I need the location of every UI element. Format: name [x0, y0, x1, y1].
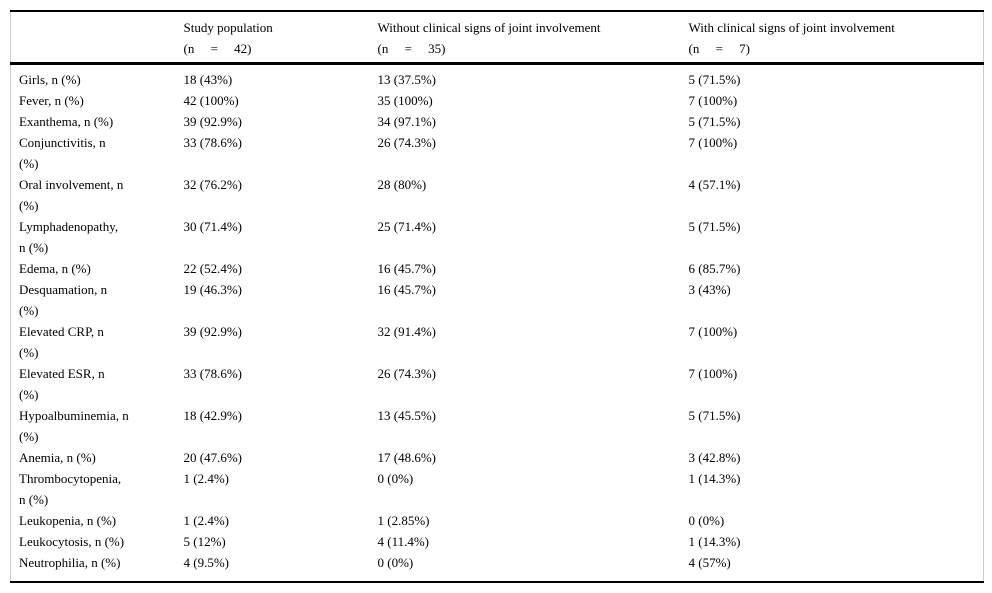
row-label: Edema, n (%)	[19, 261, 91, 276]
table-row-edema: Edema, n (%) 22 (52.4%) 16 (45.7%) 6 (85…	[11, 258, 984, 279]
row-label: Lymphadenopathy, n (%)	[19, 219, 119, 255]
header-without-joint-involvement: Without clinical signs of joint involvem…	[369, 11, 681, 65]
cell-with-signs: 0 (0%)	[688, 513, 725, 528]
cell-with-signs: 5 (71.5%)	[688, 72, 741, 87]
cell-study-population: 39 (92.9%)	[183, 324, 243, 339]
row-label: Thrombocytopenia, n (%)	[19, 471, 122, 507]
clinical-table-container: Study population (n = 42) Without clinic…	[10, 10, 984, 583]
table-row-thrombocytopenia: Thrombocytopenia, n (%) 1 (2.4%) 0 (0%) …	[11, 468, 984, 510]
cell-study-population: 33 (78.6%)	[183, 135, 243, 150]
cell-with-signs: 7 (100%)	[688, 135, 738, 150]
cell-with-signs: 5 (71.5%)	[688, 408, 741, 423]
cell-without-signs: 13 (37.5%)	[377, 72, 437, 87]
cell-with-signs: 1 (14.3%)	[688, 534, 741, 549]
table-row-conjunctivitis: Conjunctivitis, n (%) 33 (78.6%) 26 (74.…	[11, 132, 984, 174]
row-label: Oral involvement, n (%)	[19, 177, 124, 213]
cell-with-signs: 3 (43%)	[688, 282, 731, 297]
row-label: Elevated ESR, n (%)	[19, 366, 105, 402]
cell-study-population: 5 (12%)	[183, 534, 226, 549]
cell-with-signs: 7 (100%)	[688, 93, 738, 108]
header-study-population: Study population (n = 42)	[175, 11, 370, 65]
cell-study-population: 18 (42.9%)	[183, 408, 243, 423]
header-row-label-column	[10, 11, 176, 65]
table-row-neutrophilia: Neutrophilia, n (%) 4 (9.5%) 0 (0%) 4 (5…	[11, 552, 984, 582]
table-row-elevated-esr: Elevated ESR, n (%) 33 (78.6%) 26 (74.3%…	[11, 363, 984, 405]
cell-study-population: 30 (71.4%)	[183, 219, 243, 234]
header-with-joint-involvement: With clinical signs of joint involvement…	[680, 11, 984, 65]
cell-without-signs: 32 (91.4%)	[377, 324, 437, 339]
cell-study-population: 39 (92.9%)	[183, 114, 243, 129]
cell-without-signs: 0 (0%)	[377, 471, 414, 486]
table-row-elevated-crp: Elevated CRP, n (%) 39 (92.9%) 32 (91.4%…	[11, 321, 984, 363]
cell-with-signs: 7 (100%)	[688, 366, 738, 381]
cell-with-signs: 3 (42.8%)	[688, 450, 741, 465]
table-row-anemia: Anemia, n (%) 20 (47.6%) 17 (48.6%) 3 (4…	[11, 447, 984, 468]
table-row-lymphadenopathy: Lymphadenopathy, n (%) 30 (71.4%) 25 (71…	[11, 216, 984, 258]
cell-without-signs: 4 (11.4%)	[377, 534, 430, 549]
cell-with-signs: 5 (71.5%)	[688, 219, 741, 234]
cell-without-signs: 28 (80%)	[377, 177, 427, 192]
cell-without-signs: 25 (71.4%)	[377, 219, 437, 234]
cell-study-population: 1 (2.4%)	[183, 513, 230, 528]
cell-study-population: 19 (46.3%)	[183, 282, 243, 297]
cell-without-signs: 26 (74.3%)	[377, 135, 437, 150]
cell-study-population: 18 (43%)	[183, 72, 233, 87]
row-label: Conjunctivitis, n (%)	[19, 135, 106, 171]
row-label: Leukopenia, n (%)	[19, 513, 117, 528]
table-row-girls: Girls, n (%) 18 (43%) 13 (37.5%) 5 (71.5…	[11, 64, 984, 91]
header-row: Study population (n = 42) Without clinic…	[10, 11, 984, 65]
table-row-leukocytosis: Leukocytosis, n (%) 5 (12%) 4 (11.4%) 1 …	[11, 531, 984, 552]
table-row-desquamation: Desquamation, n (%) 19 (46.3%) 16 (45.7%…	[11, 279, 984, 321]
clinical-characteristics-table: Study population (n = 42) Without clinic…	[10, 10, 984, 583]
cell-study-population: 22 (52.4%)	[183, 261, 243, 276]
cell-with-signs: 7 (100%)	[688, 324, 738, 339]
row-label: Desquamation, n (%)	[19, 282, 108, 318]
table-row-fever: Fever, n (%) 42 (100%) 35 (100%) 7 (100%…	[11, 90, 984, 111]
row-label: Fever, n (%)	[19, 93, 84, 108]
cell-study-population: 32 (76.2%)	[183, 177, 243, 192]
cell-study-population: 20 (47.6%)	[183, 450, 243, 465]
cell-study-population: 42 (100%)	[183, 93, 239, 108]
cell-without-signs: 35 (100%)	[377, 93, 433, 108]
cell-without-signs: 0 (0%)	[377, 555, 414, 570]
row-label: Anemia, n (%)	[19, 450, 96, 465]
table-row-exanthema: Exanthema, n (%) 39 (92.9%) 34 (97.1%) 5…	[11, 111, 984, 132]
cell-without-signs: 1 (2.85%)	[377, 513, 430, 528]
table-row-hypoalbuminemia: Hypoalbuminemia, n (%) 18 (42.9%) 13 (45…	[11, 405, 984, 447]
table-row-oral-involvement: Oral involvement, n (%) 32 (76.2%) 28 (8…	[11, 174, 984, 216]
cell-without-signs: 26 (74.3%)	[377, 366, 437, 381]
cell-with-signs: 6 (85.7%)	[688, 261, 741, 276]
cell-with-signs: 1 (14.3%)	[688, 471, 741, 486]
row-label: Exanthema, n (%)	[19, 114, 114, 129]
row-label: Girls, n (%)	[19, 72, 81, 87]
cell-with-signs: 4 (57%)	[688, 555, 731, 570]
row-label: Leukocytosis, n (%)	[19, 534, 125, 549]
cell-without-signs: 16 (45.7%)	[377, 282, 437, 297]
cell-without-signs: 16 (45.7%)	[377, 261, 437, 276]
cell-without-signs: 17 (48.6%)	[377, 450, 437, 465]
row-label: Elevated CRP, n (%)	[19, 324, 104, 360]
cell-without-signs: 13 (45.5%)	[377, 408, 437, 423]
cell-study-population: 4 (9.5%)	[183, 555, 230, 570]
cell-without-signs: 34 (97.1%)	[377, 114, 437, 129]
cell-with-signs: 5 (71.5%)	[688, 114, 741, 129]
table-row-leukopenia: Leukopenia, n (%) 1 (2.4%) 1 (2.85%) 0 (…	[11, 510, 984, 531]
row-label: Neutrophilia, n (%)	[19, 555, 121, 570]
row-label: Hypoalbuminemia, n (%)	[19, 408, 129, 444]
cell-with-signs: 4 (57.1%)	[688, 177, 741, 192]
cell-study-population: 1 (2.4%)	[183, 471, 230, 486]
cell-study-population: 33 (78.6%)	[183, 366, 243, 381]
